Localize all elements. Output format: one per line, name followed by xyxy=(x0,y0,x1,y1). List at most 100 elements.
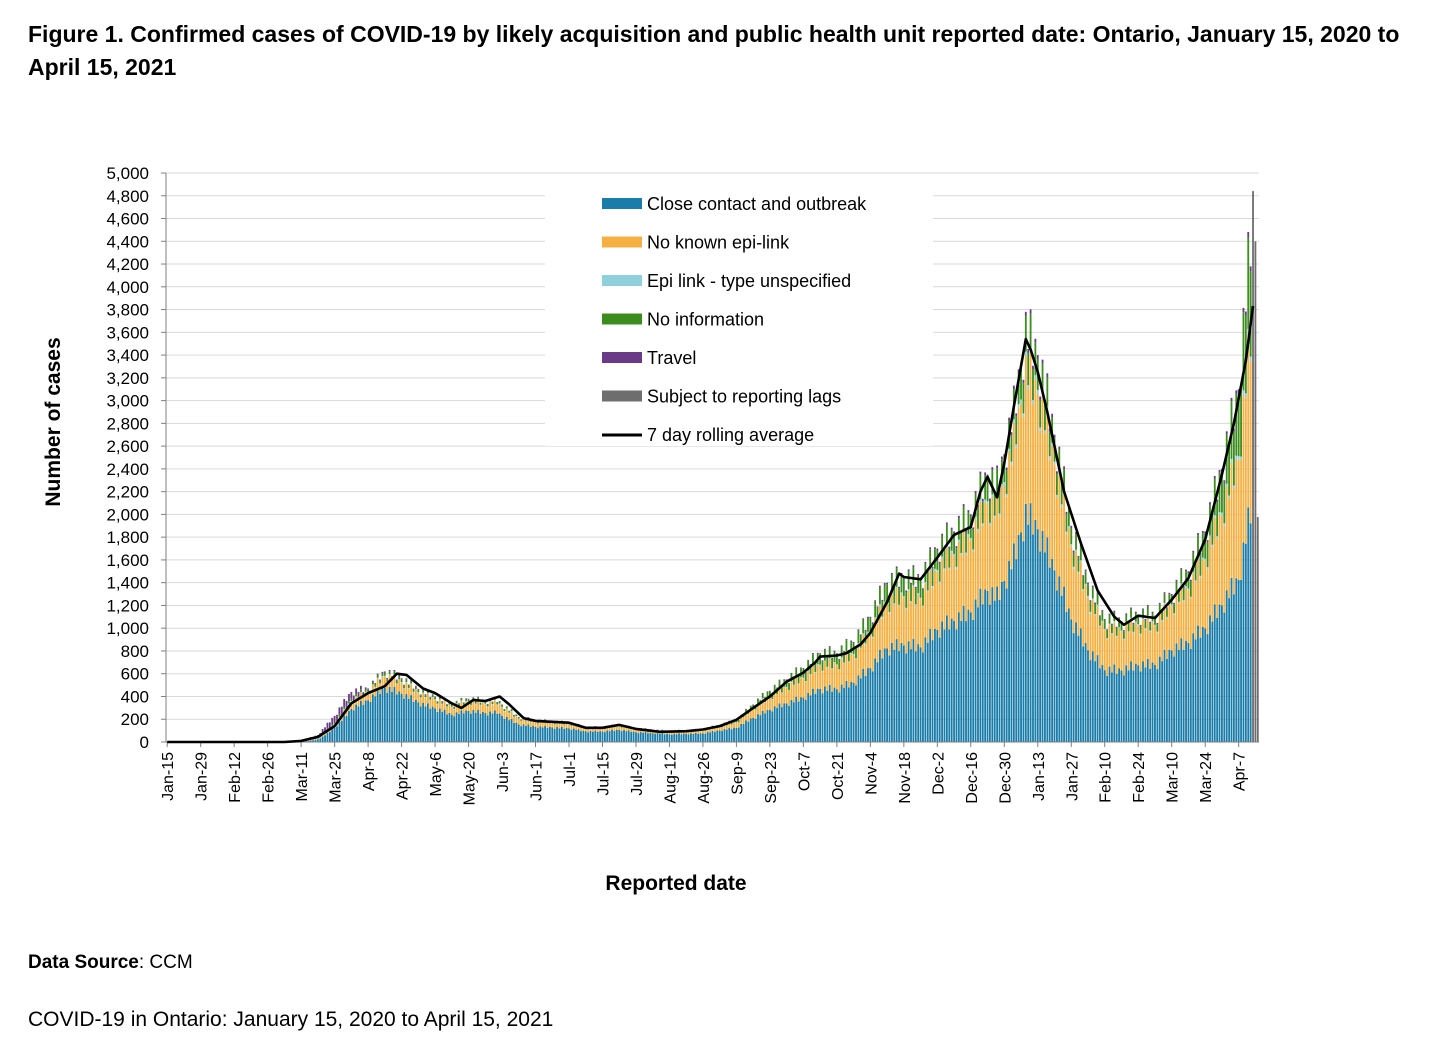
day-bar xyxy=(1189,579,1192,742)
bar-segment-travel xyxy=(1077,555,1080,558)
bar-segment-travel xyxy=(969,514,972,517)
bar-segment-epi-unspecified xyxy=(1132,631,1135,633)
bar-segment-close-contact xyxy=(864,675,867,742)
bar-segment-no-epi-link xyxy=(426,693,429,704)
day-bar xyxy=(448,702,451,742)
bar-segment-epi-unspecified xyxy=(1228,495,1231,499)
bar-segment-no-information xyxy=(831,658,833,669)
bar-segment-no-epi-link xyxy=(1022,417,1025,542)
day-bar xyxy=(1235,390,1238,742)
bar-segment-no-information xyxy=(1099,616,1101,626)
bar-segment-close-contact xyxy=(1034,519,1037,742)
bar-segment-no-epi-link xyxy=(580,727,582,732)
day-bar xyxy=(1177,589,1180,742)
bar-segment-no-epi-link xyxy=(536,723,539,729)
bar-segment-close-contact xyxy=(728,727,731,742)
bar-segment-no-epi-link xyxy=(383,676,386,688)
bar-segment-close-contact xyxy=(1189,648,1192,742)
bar-segment-no-information xyxy=(850,641,853,653)
y-axis-label: Number of cases xyxy=(42,337,65,506)
bar-segment-no-epi-link xyxy=(369,694,372,702)
bar-segment-no-epi-link xyxy=(1163,604,1166,650)
bar-segment-close-contact xyxy=(1101,664,1104,742)
bar-segment-no-epi-link xyxy=(1008,451,1010,561)
bar-segment-close-contact xyxy=(833,687,836,742)
bar-segment-close-contact xyxy=(790,699,793,742)
bar-segment-no-epi-link xyxy=(1041,397,1044,531)
bar-segment-no-information xyxy=(1247,237,1250,329)
bar-segment-no-epi-link xyxy=(556,722,558,728)
bar-segment-epi-unspecified xyxy=(1230,458,1233,463)
bar-segment-travel xyxy=(1101,610,1104,612)
bar-segment-no-information xyxy=(1044,403,1046,431)
bar-segment-no-epi-link xyxy=(804,681,807,701)
bar-segment-epi-unspecified xyxy=(1060,504,1063,507)
bar-segment-epi-unspecified xyxy=(953,553,955,557)
bar-segment-close-contact xyxy=(678,733,680,742)
legend-item: Subject to reporting lags xyxy=(602,387,841,407)
day-bar xyxy=(1244,311,1247,742)
day-bar xyxy=(470,702,472,742)
bar-segment-no-epi-link xyxy=(371,685,374,695)
bar-segment-no-information xyxy=(981,501,984,524)
bar-segment-close-contact xyxy=(680,734,683,742)
bar-segment-epi-unspecified xyxy=(1142,618,1144,620)
bar-segment-no-epi-link xyxy=(704,731,707,734)
bar-segment-epi-unspecified xyxy=(984,499,987,503)
day-bar xyxy=(534,720,537,742)
day-bar xyxy=(1127,622,1130,742)
day-bar xyxy=(1055,471,1058,742)
bar-segment-no-epi-link xyxy=(1149,631,1152,669)
bar-segment-close-contact xyxy=(725,729,728,742)
bar-segment-no-epi-link xyxy=(1230,462,1233,578)
day-bar xyxy=(1185,569,1187,742)
bar-segment-travel xyxy=(343,698,346,707)
bar-segment-close-contact xyxy=(541,727,544,742)
bar-segment-epi-unspecified xyxy=(1099,625,1101,627)
bar-segment-travel xyxy=(926,571,929,574)
bar-segment-no-epi-link xyxy=(962,531,965,606)
bar-segment-no-epi-link xyxy=(527,719,530,725)
day-bar xyxy=(1228,443,1231,742)
bar-segment-no-epi-link xyxy=(529,722,532,727)
bar-segment-close-contact xyxy=(1082,646,1085,742)
bar-segment-no-epi-link xyxy=(735,722,738,728)
bar-segment-close-contact xyxy=(486,715,489,742)
day-bar xyxy=(324,727,326,742)
bar-segment-no-epi-link xyxy=(1197,559,1199,626)
bar-segment-no-epi-link xyxy=(1204,560,1207,629)
day-bar xyxy=(986,474,989,742)
bar-segment-close-contact xyxy=(343,715,346,742)
day-bar xyxy=(981,498,984,742)
day-bar xyxy=(587,728,590,742)
bar-segment-no-epi-link xyxy=(800,677,802,698)
bar-segment-travel xyxy=(1139,624,1142,627)
bar-segment-epi-unspecified xyxy=(1072,566,1075,569)
bar-segment-no-information xyxy=(1137,615,1140,625)
bar-segment-close-contact xyxy=(477,709,480,742)
bar-segment-close-contact xyxy=(1036,529,1039,742)
bar-segment-no-epi-link xyxy=(381,676,384,688)
bar-segment-no-epi-link xyxy=(570,726,573,730)
bar-segment-close-contact xyxy=(496,713,499,742)
day-bar xyxy=(601,727,604,742)
bar-segment-travel xyxy=(1029,309,1032,314)
bar-segment-no-information xyxy=(470,702,472,705)
bar-segment-epi-unspecified xyxy=(1075,549,1077,552)
bar-segment-no-epi-link xyxy=(888,613,891,656)
bar-segment-no-information xyxy=(410,680,413,684)
bar-segment-no-information xyxy=(415,686,417,690)
bar-segment-travel xyxy=(1034,338,1037,343)
bar-segment-close-contact xyxy=(522,724,525,742)
bar-segment-close-contact xyxy=(553,728,556,742)
day-bar xyxy=(737,720,740,742)
bar-segment-no-information xyxy=(546,722,549,724)
bar-segment-no-information xyxy=(436,701,439,704)
day-bar xyxy=(902,576,905,742)
bar-segment-no-information xyxy=(1027,352,1030,386)
bar-segment-no-epi-link xyxy=(955,568,958,630)
day-bar xyxy=(367,688,370,742)
bar-segment-no-information xyxy=(477,697,480,700)
bar-segment-no-information xyxy=(1132,623,1135,632)
bar-segment-no-information xyxy=(1158,604,1161,613)
